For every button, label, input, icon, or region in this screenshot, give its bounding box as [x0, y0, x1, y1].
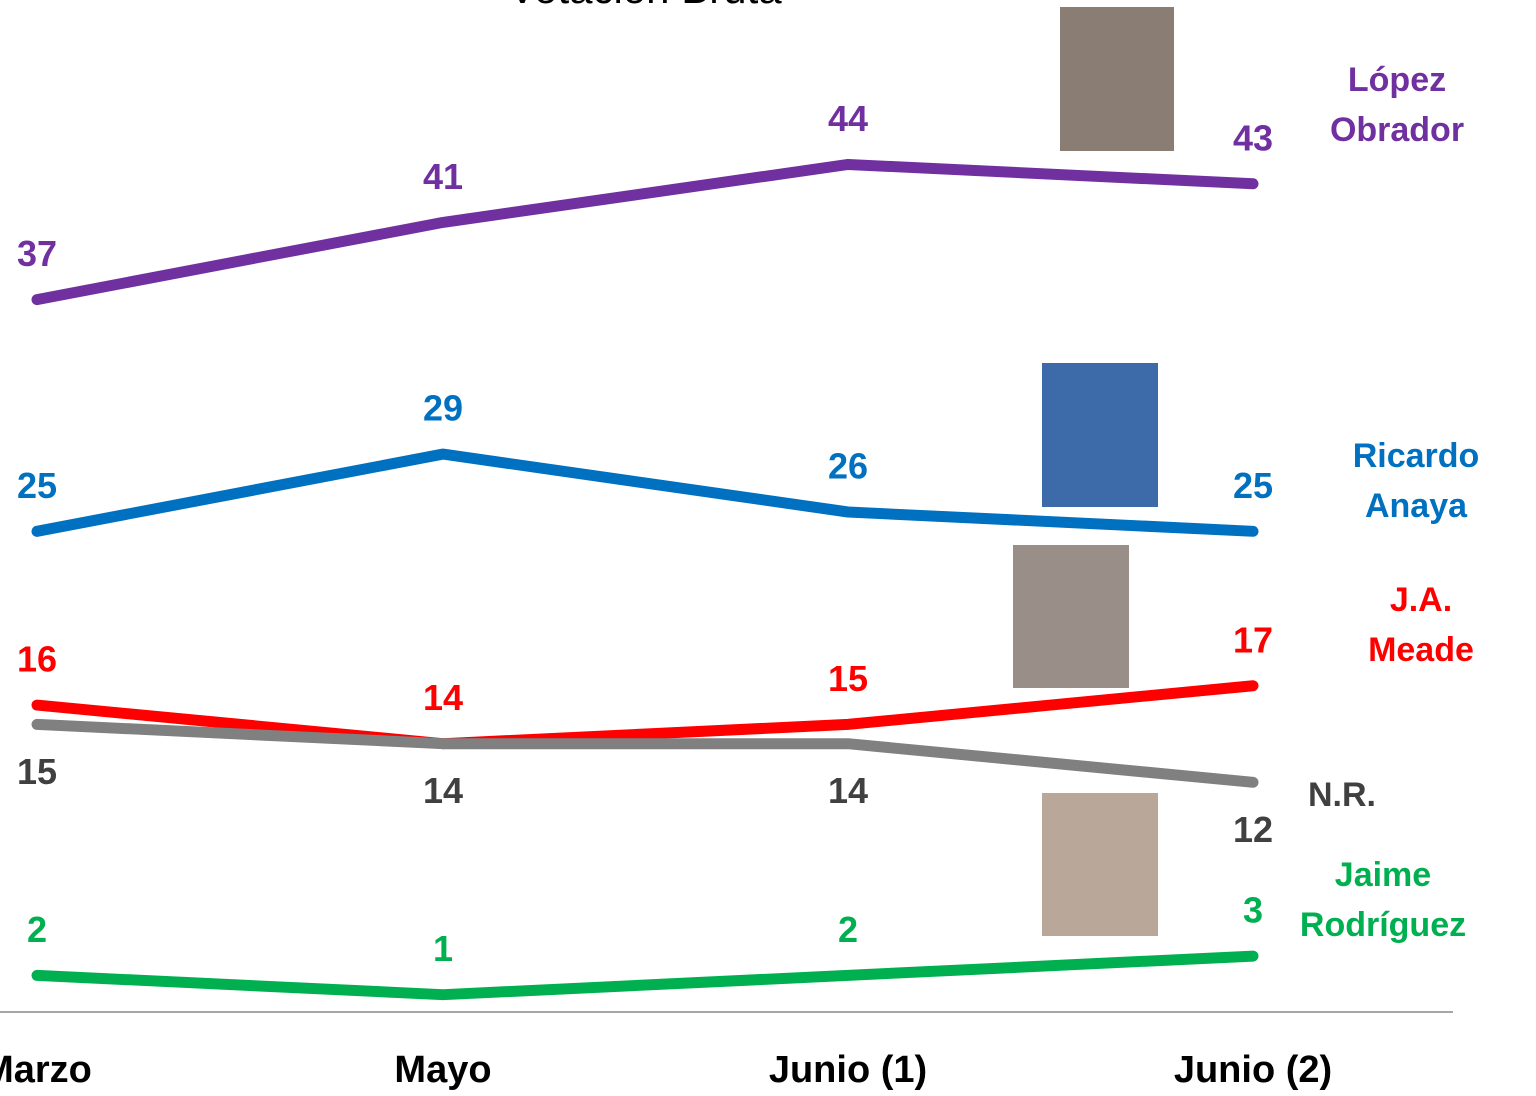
photo — [1042, 793, 1158, 936]
data-label: 2 — [838, 909, 858, 950]
data-label: 15 — [17, 751, 57, 792]
series-line — [31, 718, 1259, 788]
chart-title: Votación Bruta — [508, 0, 782, 12]
x-tick-label: Junio (1) — [769, 1049, 927, 1091]
photo — [1060, 7, 1174, 151]
data-label: 26 — [828, 446, 868, 487]
series-line — [31, 158, 1259, 306]
data-label: 2 — [27, 909, 47, 950]
x-tick-label: Marzo — [0, 1049, 92, 1091]
data-label: 16 — [17, 639, 57, 680]
data-label: 14 — [828, 770, 868, 811]
data-label: 3 — [1243, 890, 1263, 931]
data-label: 37 — [17, 233, 57, 274]
data-label: 29 — [423, 388, 463, 429]
series-line — [31, 680, 1259, 750]
data-label: 15 — [828, 658, 868, 699]
data-label: 14 — [423, 770, 463, 811]
data-label: 14 — [423, 677, 463, 718]
legend-label: Jaime Rodríguez — [1300, 856, 1466, 944]
data-label: 41 — [423, 156, 463, 197]
x-tick-label: Mayo — [394, 1049, 491, 1091]
data-label: 12 — [1233, 809, 1273, 850]
photo — [1042, 363, 1158, 507]
data-label: 25 — [1233, 465, 1273, 506]
series-line — [31, 950, 1259, 1001]
data-label: 25 — [17, 465, 57, 506]
data-label: 44 — [828, 98, 868, 139]
data-label: 43 — [1233, 117, 1273, 158]
series-line — [31, 448, 1259, 537]
data-label: 1 — [433, 928, 453, 969]
legend-label: López Obrador — [1330, 61, 1464, 149]
x-tick-label: Junio (2) — [1174, 1049, 1332, 1091]
photos — [1013, 7, 1174, 936]
data-label: 17 — [1233, 619, 1273, 660]
legend-label: J.A. Meade — [1368, 581, 1474, 669]
legend-label: Ricardo Anaya — [1353, 437, 1480, 525]
legend-label: N.R. — [1308, 776, 1376, 814]
photo — [1013, 545, 1129, 688]
